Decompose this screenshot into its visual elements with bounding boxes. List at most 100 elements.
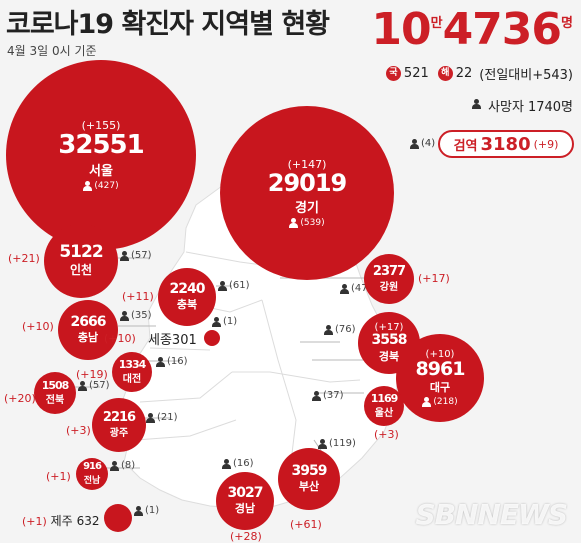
gyeonggi-deaths: (539)	[289, 217, 325, 228]
bubble-chungbuk: 2240 충북	[158, 268, 216, 326]
gwangju-name: 광주	[109, 428, 129, 440]
bubble-jeonnam: 916 전남	[76, 458, 108, 490]
busan-deaths: (119)	[318, 438, 356, 449]
gangwon-deaths: (47)	[340, 283, 372, 294]
person-icon	[410, 138, 419, 149]
chungnam-change: (+10)	[22, 320, 54, 333]
person-icon	[134, 505, 143, 516]
bubble-seoul: (+155) 32551 서울 (427)	[6, 60, 196, 250]
province-borders	[135, 251, 361, 471]
total-part1: 10	[371, 4, 431, 55]
gyeonggi-count: 29019	[267, 169, 347, 198]
jeju-count: 632	[76, 514, 100, 528]
quarantine-count: 3180	[480, 133, 531, 155]
bubble-gyeongbuk: (+17) 3558 경북	[358, 312, 420, 374]
person-icon	[472, 98, 484, 113]
busan-deaths-value: (119)	[329, 438, 356, 449]
gwangju-deaths: (21)	[146, 412, 178, 423]
person-icon	[312, 390, 321, 401]
person-icon	[120, 310, 129, 321]
ulsan-deaths-value: (37)	[323, 390, 344, 401]
quarantine-label: 검역	[453, 138, 478, 154]
ulsan-deaths: (37)	[312, 390, 344, 401]
gangwon-count: 2377	[372, 263, 406, 279]
subtotal-row: 국 521 해 22 (전일대비+543)	[385, 64, 573, 83]
sejong-deaths: (1)	[212, 316, 237, 327]
person-icon	[289, 217, 299, 228]
jeonnam-count: 916	[83, 461, 102, 473]
gyeongnam-change: (+28)	[230, 530, 262, 543]
page-title: 코로나19 확진자 지역별 현황	[6, 9, 330, 40]
busan-name: 부산	[298, 480, 320, 494]
sejong-count: 301	[171, 333, 197, 348]
gwangju-change: (+3)	[66, 424, 91, 437]
jeju-change: (+1)	[22, 515, 47, 528]
bubble-gwangju: 2216 광주	[92, 398, 146, 452]
person-icon	[78, 380, 87, 391]
daejeon-deaths: (16)	[156, 356, 188, 367]
deaths-count: 1740명	[527, 100, 573, 115]
seoul-name: 서울	[89, 163, 113, 179]
total-part2: 4736	[442, 4, 562, 55]
domestic-badge: 국	[385, 66, 401, 81]
bubble-incheon: 5122 인천	[44, 224, 118, 298]
quarantine-change: (+9)	[533, 137, 559, 151]
deaths-label: 사망자	[488, 100, 524, 115]
jeonnam-deaths: (8)	[110, 460, 135, 471]
chungbuk-count: 2240	[169, 280, 206, 297]
person-icon	[156, 356, 165, 367]
seoul-deaths: (427)	[83, 180, 119, 191]
person-icon	[340, 283, 349, 294]
person-icon	[212, 316, 221, 327]
quarantine-box: 검역 3180 (+9)	[438, 130, 574, 158]
bubble-sejong	[204, 330, 220, 346]
gyeongnam-name: 경남	[234, 502, 256, 516]
daejeon-name: 대전	[122, 374, 142, 386]
incheon-change: (+21)	[8, 252, 40, 265]
sejong-deaths-value: (1)	[223, 316, 238, 327]
sejong-change: (+10)	[104, 332, 136, 345]
jeonbuk-name: 전북	[45, 395, 65, 407]
overseas-badge: 해	[437, 66, 453, 81]
daegu-name: 대구	[429, 381, 451, 395]
gyeonggi-name: 경기	[295, 200, 319, 216]
bubble-chungnam: 2666 충남	[58, 300, 118, 360]
jeonnam-change: (+1)	[46, 470, 71, 483]
chungnam-name: 충남	[77, 331, 99, 345]
jeonbuk-deaths-value: (57)	[89, 380, 110, 391]
total-count: 10만4736명	[371, 4, 573, 55]
total-unit-man: 만	[430, 16, 443, 31]
jeonbuk-change: (+20)	[4, 392, 36, 405]
jeonbuk-deaths: (57)	[78, 380, 110, 391]
person-icon	[422, 397, 432, 408]
bubble-gangwon: 2377 강원	[364, 254, 414, 304]
person-icon	[120, 250, 129, 261]
bubble-gyeongnam: 3027 경남	[216, 472, 274, 530]
gyeonggi-change: (+147)	[287, 158, 327, 172]
seoul-count: 32551	[58, 130, 144, 161]
chungbuk-name: 충북	[176, 298, 198, 312]
jeju-deaths: (1)	[134, 505, 159, 516]
ulsan-change: (+3)	[374, 428, 399, 441]
gyeongnam-deaths: (16)	[222, 458, 254, 469]
bubble-busan: 3959 부산	[278, 448, 340, 510]
person-icon	[110, 460, 119, 471]
person-icon	[83, 180, 93, 191]
incheon-name: 인천	[69, 263, 93, 278]
overseas-count: 22	[455, 66, 473, 81]
jeonnam-deaths-value: (8)	[121, 460, 136, 471]
incheon-deaths: (57)	[120, 250, 152, 261]
gyeongnam-deaths-value: (16)	[233, 458, 254, 469]
sejong-name: 세종	[148, 333, 172, 348]
gyeongbuk-deaths-value: (76)	[335, 324, 356, 335]
gwangju-deaths-value: (21)	[157, 412, 178, 423]
gangwon-change: (+17)	[418, 272, 450, 285]
gyeongnam-count: 3027	[227, 484, 264, 501]
gangwon-deaths-value: (47)	[351, 283, 372, 294]
quarantine-deaths-value: (4)	[421, 138, 436, 149]
incheon-deaths-value: (57)	[131, 250, 152, 261]
jeonbuk-count: 1508	[41, 378, 70, 392]
daejeon-change: (+19)	[76, 368, 108, 381]
ulsan-name: 울산	[374, 408, 394, 420]
bubble-jeonbuk: 1508 전북	[34, 372, 76, 414]
